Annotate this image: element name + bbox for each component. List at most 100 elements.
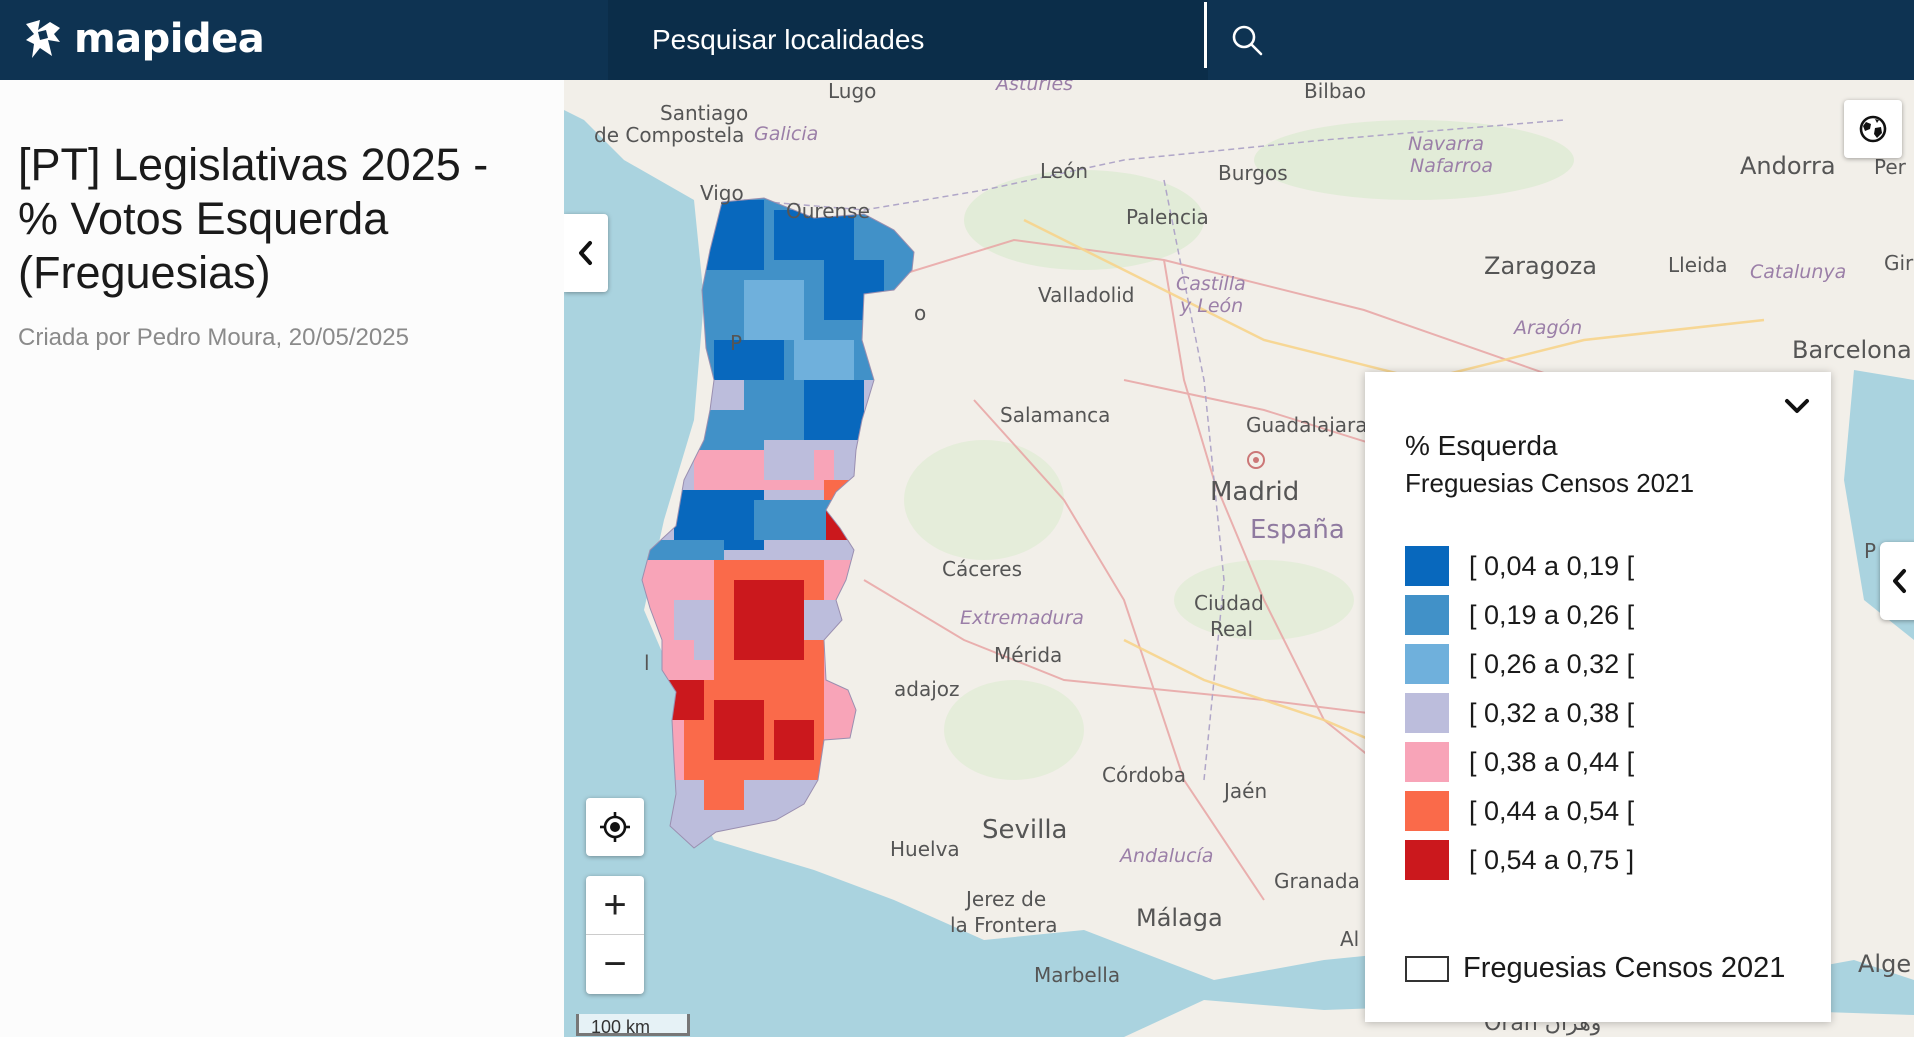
- place-label: adajoz: [894, 677, 960, 701]
- legend-item: [ 0,26 a 0,32 [: [1405, 644, 1634, 684]
- legend-swatch: [1405, 742, 1449, 782]
- crosshair-icon: [600, 812, 630, 842]
- place-label: Per: [1874, 155, 1907, 179]
- legend-title: % Esquerda: [1405, 430, 1558, 461]
- legend-swatch: [1405, 644, 1449, 684]
- place-label: la Frontera: [950, 913, 1058, 937]
- legend-item-label: [ 0,38 a 0,44 [: [1469, 746, 1635, 777]
- basemap-switch-button[interactable]: [1844, 100, 1902, 158]
- place-label: Palencia: [1126, 205, 1209, 229]
- place-label: Lleida: [1668, 253, 1728, 277]
- place-label: Cáceres: [942, 557, 1022, 581]
- search-icon: [1232, 25, 1263, 56]
- place-label: Asturies: [994, 80, 1073, 95]
- legend-swatch: [1405, 546, 1449, 586]
- place-label: Jerez de: [964, 887, 1046, 911]
- place-label: Bilbao: [1304, 80, 1366, 103]
- legend-item-label: [ 0,26 a 0,32 [: [1469, 648, 1635, 679]
- place-label: Andorra: [1740, 152, 1836, 180]
- place-label: Sevilla: [982, 815, 1068, 845]
- place-label: Guadalajara: [1246, 413, 1367, 437]
- place-label: de Compostela: [594, 123, 744, 147]
- place-label: P: [730, 331, 742, 355]
- chevron-down-icon: [1785, 399, 1809, 413]
- place-label: Galicia: [754, 123, 818, 145]
- chevron-left-icon: [579, 241, 592, 265]
- legend-subtitle: Freguesias Censos 2021: [1405, 468, 1695, 498]
- map-author-date: Criada por Pedro Moura, 20/05/2025: [18, 324, 409, 351]
- top-bar: mapidea: [0, 0, 1914, 80]
- zoom-out-button[interactable]: −: [603, 941, 627, 986]
- place-label: Andalucía: [1118, 845, 1213, 867]
- place-label: o: [914, 301, 926, 325]
- place-label: España: [1250, 515, 1345, 545]
- globe-icon: [1859, 115, 1887, 143]
- place-label: Huelva: [890, 837, 960, 861]
- place-label: Burgos: [1218, 161, 1288, 185]
- zoom-in-button[interactable]: +: [586, 876, 644, 935]
- legend-swatch: [1405, 840, 1449, 880]
- scale-bar: 100 km: [576, 1014, 690, 1037]
- locate-me-button[interactable]: [586, 798, 644, 856]
- place-label: Córdoba: [1102, 763, 1186, 787]
- place-label: Navarra: [1408, 133, 1484, 155]
- place-label: P: [1864, 539, 1876, 563]
- legend-swatch: [1405, 693, 1449, 733]
- collapse-sidebar-button[interactable]: [564, 214, 608, 292]
- place-label: Gir: [1884, 251, 1914, 275]
- map-view[interactable]: Lugo Santiago de Compostela Galicia Astu…: [564, 80, 1914, 1037]
- legend-item: [ 0,19 a 0,26 [: [1405, 595, 1634, 635]
- place-label: León: [1040, 159, 1088, 183]
- legend-item-label: [ 0,19 a 0,26 [: [1469, 599, 1635, 630]
- chevron-left-icon: [1893, 569, 1906, 593]
- legend-item: [ 0,32 a 0,38 [: [1405, 693, 1634, 733]
- place-label: Aragón: [1512, 317, 1582, 339]
- place-label: Madrid: [1210, 477, 1299, 507]
- legend-item: [ 0,44 a 0,54 [: [1405, 791, 1634, 831]
- legend-item: [ 0,54 a 0,75 ]: [1405, 840, 1634, 880]
- search-divider: [1204, 2, 1207, 68]
- basemap[interactable]: Lugo Santiago de Compostela Galicia Astu…: [564, 80, 1914, 1037]
- legend-panel: % Esquerda Freguesias Censos 2021 [ 0,04…: [1365, 372, 1831, 1022]
- place-label: Real: [1210, 617, 1253, 641]
- page-title: [PT] Legislativas 2025 - % Votos Esquerd…: [18, 139, 489, 298]
- place-label: l: [644, 651, 650, 675]
- place-label: Valladolid: [1038, 283, 1135, 307]
- layer-outline-swatch: [1405, 955, 1449, 982]
- legend-swatch: [1405, 791, 1449, 831]
- brand-name: mapidea: [74, 16, 265, 62]
- legend-collapse-button[interactable]: [1777, 386, 1817, 426]
- place-label: Nafarroa: [1410, 155, 1493, 177]
- legend-layer-item[interactable]: Freguesias Censos 2021: [1405, 952, 1785, 985]
- place-label: Granada: [1274, 869, 1360, 893]
- brand-logo[interactable]: mapidea: [24, 10, 265, 68]
- legend-item: [ 0,38 a 0,44 [: [1405, 742, 1634, 782]
- place-label: Extremadura: [960, 607, 1084, 629]
- legend-item-label: [ 0,54 a 0,75 ]: [1469, 844, 1635, 875]
- search-box: [608, 0, 1208, 80]
- place-label: Ciudad: [1194, 591, 1264, 615]
- place-label: Salamanca: [1000, 403, 1110, 427]
- place-label: Catalunya: [1750, 261, 1846, 283]
- expand-right-panel-button[interactable]: [1880, 542, 1914, 620]
- place-label: Vigo: [700, 181, 744, 205]
- legend-item: [ 0,04 a 0,19 [: [1405, 546, 1634, 586]
- place-label: y León: [1179, 295, 1243, 317]
- layer-label: Freguesias Censos 2021: [1463, 952, 1786, 984]
- place-label: Castilla: [1176, 273, 1246, 295]
- mapidea-logo-icon: [26, 20, 60, 58]
- place-label: Málaga: [1136, 904, 1223, 932]
- legend-item-label: [ 0,04 a 0,19 [: [1469, 550, 1635, 581]
- place-label: Marbella: [1034, 963, 1120, 987]
- place-label: Jaén: [1222, 779, 1267, 803]
- sidebar: [PT] Legislativas 2025 - % Votos Esquerd…: [0, 80, 564, 1037]
- legend-swatch: [1405, 595, 1449, 635]
- place-label: Al: [1340, 927, 1359, 951]
- legend-item-label: [ 0,32 a 0,38 [: [1469, 697, 1635, 728]
- legend-item-label: [ 0,44 a 0,54 [: [1469, 795, 1635, 826]
- search-button[interactable]: [1210, 10, 1284, 70]
- place-label: Ourense: [786, 199, 870, 223]
- place-label: Barcelona: [1792, 336, 1912, 364]
- search-input[interactable]: [608, 0, 1203, 80]
- place-label: Mérida: [994, 643, 1062, 667]
